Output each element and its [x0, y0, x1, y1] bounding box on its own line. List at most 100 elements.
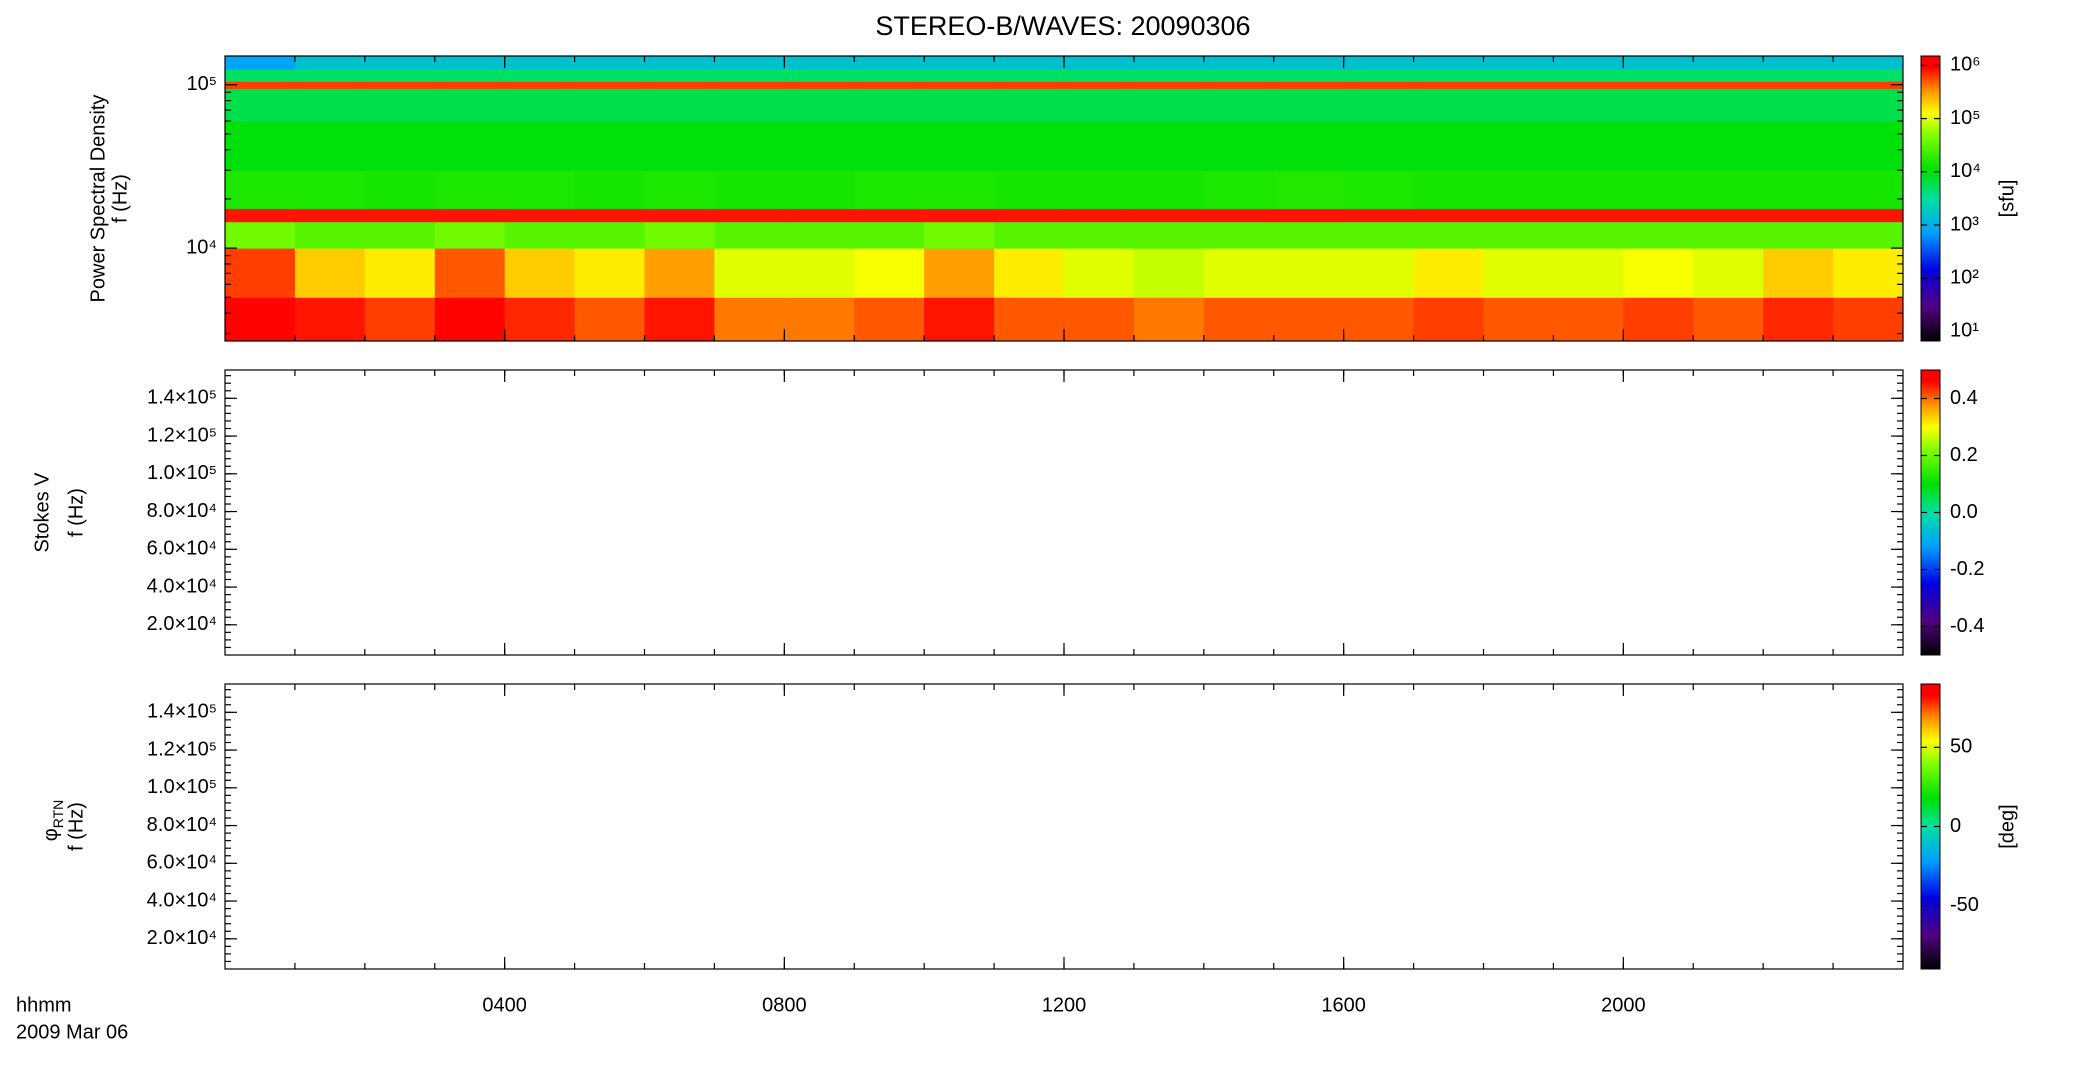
heatmap-cell	[1623, 56, 1694, 70]
heatmap-cell	[1413, 208, 1484, 223]
heatmap-cell	[644, 297, 715, 342]
heatmap-cell	[504, 56, 576, 70]
y-axis-symbol: φ	[40, 828, 62, 841]
heatmap-cell	[784, 208, 855, 223]
y-tick-label: 6.0×10⁴	[147, 538, 217, 560]
y-axis-label: φRTN	[40, 800, 65, 842]
heatmap-cell	[1553, 81, 1624, 89]
heatmap-cell	[1623, 248, 1694, 298]
heatmap-cell	[714, 208, 785, 223]
heatmap-cell	[1133, 221, 1205, 249]
x-tick-label: 1600	[1321, 994, 1366, 1016]
heatmap-cell	[1833, 68, 1904, 82]
heatmap-cell	[1483, 81, 1554, 89]
heatmap-cell	[854, 297, 925, 342]
heatmap-cell	[924, 68, 995, 82]
heatmap-cell	[1623, 297, 1694, 342]
heatmap-cell	[1693, 170, 1764, 209]
heatmap-cell	[1343, 297, 1415, 342]
heatmap-cell	[994, 56, 1065, 70]
colorbar-label: [sfu]	[1996, 180, 2018, 218]
heatmap-cell	[1553, 297, 1624, 342]
heatmap-cell	[854, 88, 925, 122]
x-tick-label: 1200	[1042, 994, 1087, 1016]
heatmap-cell	[644, 121, 715, 171]
heatmap-cell	[1483, 68, 1554, 82]
y-tick-label: 1.0×10⁵	[147, 462, 217, 484]
heatmap-cell	[1064, 221, 1135, 249]
heatmap-cell	[364, 56, 436, 70]
heatmap-cell	[294, 121, 366, 171]
colorbar-tick-label: 10⁶	[1950, 54, 1980, 76]
y-axis-label: Stokes V	[31, 472, 53, 553]
heatmap-cell	[1273, 56, 1345, 70]
heatmap-cell	[994, 81, 1065, 89]
heatmap-cell	[1133, 297, 1205, 342]
heatmap-cell	[225, 248, 296, 298]
heatmap-cell	[434, 170, 506, 209]
heatmap-cell	[644, 68, 715, 82]
heatmap-cell	[1483, 56, 1554, 70]
heatmap-cell	[1203, 208, 1275, 223]
heatmap-cell	[1343, 208, 1415, 223]
heatmap-cell	[1553, 221, 1624, 249]
heatmap-cell	[1413, 81, 1484, 89]
y-tick-label: 1.0×10⁵	[147, 776, 217, 798]
heatmap-cell	[434, 68, 506, 82]
heatmap-cell	[294, 88, 366, 122]
heatmap-cell	[1833, 221, 1904, 249]
heatmap-cell	[1763, 208, 1834, 223]
heatmap-cell	[1203, 221, 1275, 249]
heatmap-cell	[1623, 170, 1694, 209]
heatmap-cell	[644, 81, 715, 89]
heatmap-cell	[574, 68, 645, 82]
heatmap-cell	[504, 88, 576, 122]
heatmap-cell	[644, 88, 715, 122]
heatmap-cell	[1273, 88, 1345, 122]
heatmap-cell	[294, 248, 366, 298]
heatmap-cell	[714, 221, 785, 249]
heatmap-cell	[1273, 81, 1345, 89]
heatmap-cell	[1203, 297, 1275, 342]
heatmap-cell	[1203, 248, 1275, 298]
heatmap-cell	[1763, 297, 1834, 342]
colorbar-tick-label: 10⁵	[1950, 107, 1981, 129]
heatmap-cell	[1693, 68, 1764, 82]
y-tick-label: 2.0×10⁴	[147, 927, 217, 949]
y-axis-label: f (Hz)	[109, 174, 131, 223]
heatmap-cell	[1133, 121, 1205, 171]
heatmap-cell	[1553, 208, 1624, 223]
heatmap-cell	[364, 170, 436, 209]
heatmap-cell	[1343, 81, 1415, 89]
heatmap-cell	[504, 221, 576, 249]
heatmap-cell	[364, 208, 436, 223]
heatmap-cell	[1064, 208, 1135, 223]
heatmap-cell	[1763, 88, 1834, 122]
heatmap-cell	[1064, 88, 1135, 122]
heatmap-cell	[1413, 297, 1484, 342]
heatmap-cell	[434, 88, 506, 122]
heatmap-cell	[1693, 56, 1764, 70]
heatmap-cell	[854, 248, 925, 298]
heatmap-cell	[225, 221, 296, 249]
colorbar-label: [deg]	[1996, 804, 2018, 848]
heatmap-cell	[994, 248, 1065, 298]
heatmap-cell	[1763, 121, 1834, 171]
heatmap-cell	[364, 121, 436, 171]
heatmap-cell	[1553, 248, 1624, 298]
heatmap-cell	[1133, 88, 1205, 122]
heatmap-cell	[1833, 81, 1904, 89]
heatmap-cell	[644, 248, 715, 298]
heatmap-cell	[1483, 170, 1554, 209]
heatmap-cell	[1483, 248, 1554, 298]
colorbar-tick-label: -0.4	[1950, 615, 1984, 637]
heatmap-cell	[784, 68, 855, 82]
x-tick-label: 0800	[762, 994, 807, 1016]
heatmap-cell	[225, 56, 296, 70]
heatmap-cell	[854, 121, 925, 171]
heatmap-cell	[714, 56, 785, 70]
heatmap-cell	[1483, 88, 1554, 122]
heatmap-cell	[1203, 121, 1275, 171]
heatmap-cell	[714, 81, 785, 89]
